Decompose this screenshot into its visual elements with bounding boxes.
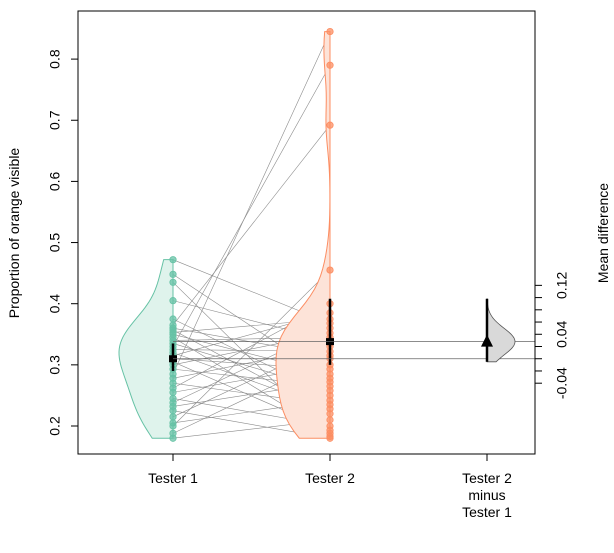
y2-tick-label: -0.04 <box>554 367 570 399</box>
difference-mean <box>481 334 493 347</box>
y-tick-label: 0.7 <box>47 110 63 130</box>
violin-tester-1 <box>118 259 174 439</box>
y-axis-label: Proportion of orange visible <box>6 148 22 319</box>
point-tester-2 <box>326 434 334 442</box>
point-tester-1 <box>169 256 177 264</box>
point-tester-1 <box>169 407 177 415</box>
point-tester-2 <box>326 416 334 424</box>
point-tester-1 <box>169 413 177 421</box>
y-tick-label: 0.3 <box>47 355 63 375</box>
violin-tester-2 <box>275 31 331 439</box>
y2-axis-label: Mean difference <box>595 183 611 283</box>
y-tick-label: 0.4 <box>47 294 63 314</box>
violins <box>118 31 331 439</box>
plot-frame <box>77 10 536 455</box>
x-tick-label: Tester 2 minus Tester 1 <box>462 470 512 520</box>
point-tester-1 <box>169 297 177 305</box>
y2-tick-label: 0.12 <box>554 272 570 299</box>
axes: 0.2 0.3 0.4 0.5 0.6 0.7 0.8 -0.04 0.04 0.12 Tester… <box>47 49 570 520</box>
point-tester-1 <box>169 434 177 442</box>
pair-line <box>172 124 331 326</box>
y-tick-label: 0.2 <box>47 416 63 436</box>
pair-line <box>172 65 331 347</box>
pair-line <box>172 31 331 375</box>
y2-tick-label: 0.04 <box>554 320 570 347</box>
summary-statistics <box>169 298 535 371</box>
point-tester-2 <box>326 410 334 418</box>
point-tester-2 <box>326 27 334 36</box>
point-tester-1 <box>169 422 177 430</box>
point-tester-2 <box>326 61 334 69</box>
point-tester-2 <box>326 121 334 129</box>
point-tester-1 <box>169 270 177 278</box>
x-tick-label: Tester 2 <box>305 470 355 486</box>
pair-line <box>172 269 331 427</box>
y-tick-label: 0.5 <box>47 233 63 253</box>
point-tester-1 <box>169 388 177 396</box>
point-tester-1 <box>169 278 177 286</box>
y-tick-label: 0.8 <box>47 49 63 69</box>
point-tester-2 <box>326 266 334 274</box>
x-tick-label: Tester 1 <box>148 470 198 486</box>
difference-density <box>486 298 516 363</box>
y-tick-label: 0.6 <box>47 171 63 191</box>
point-tester-1 <box>169 315 177 323</box>
